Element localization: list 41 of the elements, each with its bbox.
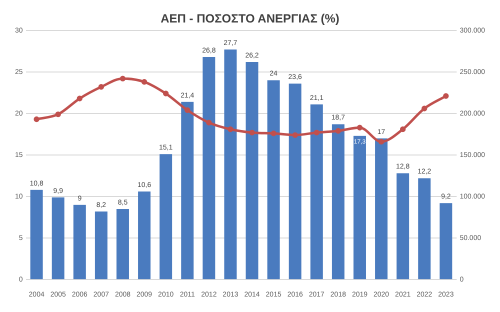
- point: [184, 107, 190, 113]
- point: [443, 93, 449, 99]
- bar: [418, 178, 431, 280]
- bar: [30, 190, 43, 280]
- bar: [246, 62, 258, 280]
- bar: [353, 136, 366, 280]
- bar: [375, 138, 388, 280]
- point: [228, 126, 234, 132]
- bar: [202, 56, 216, 280]
- point: [98, 84, 104, 90]
- point: [34, 116, 40, 122]
- chart-title: ΑΕΠ - ΠΟΣΟΣΤΟ ΑΝΕΡΓΙΑΣ (%): [160, 12, 340, 26]
- bar: [160, 154, 172, 280]
- bar: [288, 84, 302, 280]
- point: [356, 124, 363, 130]
- point: [378, 138, 384, 145]
- point: [76, 96, 82, 102]
- bar: [332, 124, 344, 280]
- bar: [73, 204, 86, 280]
- point: [249, 130, 255, 136]
- bar: [181, 102, 194, 280]
- bar: [267, 80, 280, 280]
- point: [314, 130, 320, 136]
- point: [400, 126, 406, 132]
- bar: [310, 104, 323, 280]
- point: [120, 76, 126, 82]
- bar: [224, 50, 237, 280]
- bar: [396, 173, 410, 280]
- point: [270, 130, 276, 136]
- point: [162, 90, 169, 96]
- point: [55, 111, 61, 118]
- bar: [94, 211, 108, 280]
- point: [292, 132, 298, 138]
- point: [335, 128, 342, 134]
- bar: [138, 192, 151, 280]
- point: [422, 106, 428, 112]
- bar: [116, 208, 129, 280]
- point: [141, 79, 148, 85]
- bar: [440, 203, 452, 280]
- point: [206, 120, 212, 126]
- bar: [52, 197, 64, 280]
